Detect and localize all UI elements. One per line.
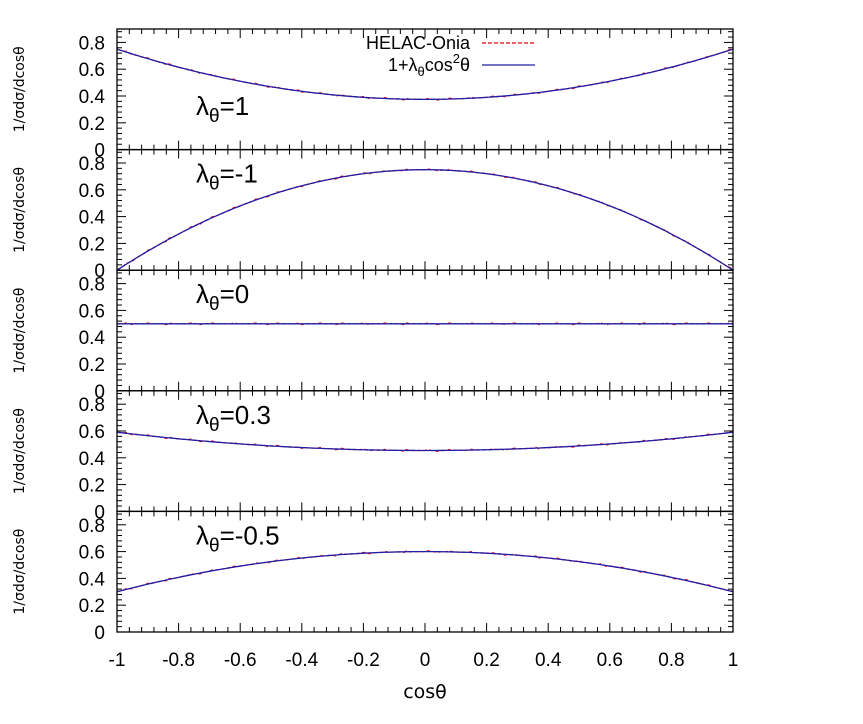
y-tick-label: 0.2 [79, 596, 105, 617]
panel-label: λθ=-1 [196, 159, 258, 195]
x-tick-label: -0.2 [347, 650, 380, 671]
panel-3: 0 0.2 0.4 0.6 0.8 1/σdσ/dcosθ λθ=0.3 [12, 390, 734, 523]
x-tick-label: 0.6 [597, 650, 623, 671]
y-tick-label: 0.4 [79, 87, 106, 108]
y-tick-label: 0.6 [79, 60, 105, 81]
y-tick-label: 0.4 [79, 208, 106, 229]
panel-frame [116, 148, 734, 271]
x-tick-label: -0.4 [285, 650, 318, 671]
y-tick-label: 0 [94, 141, 105, 162]
y-tick-label: 0.6 [79, 301, 105, 322]
theory-series [116, 550, 734, 593]
x-tick-label: 0.2 [473, 650, 499, 671]
y-tick-label: 0.6 [79, 181, 105, 202]
y-axis-label: 1/σdσ/dcosθ [12, 288, 28, 374]
y-tick-label: 0.4 [79, 449, 106, 470]
y-axis-label: 1/σdσ/dcosθ [12, 46, 28, 132]
y-tick-label: 0.8 [79, 154, 105, 175]
x-tick-label: -1 [109, 650, 126, 671]
y-tick-label: 0.8 [79, 395, 105, 416]
panel-0: 0 0.2 0.4 0.6 0.8 1/σdσ/dcosθ λθ=1 [12, 28, 734, 162]
legend-label-helac: HELAC-Onia [366, 33, 471, 53]
y-tick-label: 0.8 [79, 275, 105, 296]
theory-series [116, 431, 734, 452]
y-tick-label: 0.6 [79, 422, 105, 443]
panel-1: 0 0.2 0.4 0.6 0.8 1/σdσ/dcosθ λθ=-1 [12, 148, 734, 282]
y-tick-label: 0.4 [79, 569, 106, 590]
panel-label: λθ=-0.5 [196, 520, 280, 556]
y-axis-label: 1/σdσ/dcosθ [12, 167, 28, 253]
theory-series [116, 48, 734, 101]
y-tick-label: 0.8 [79, 33, 105, 54]
panel-4: 0 0.2 0.4 0.6 0.8 1/σdσ/dcosθ λθ=-0.5 [12, 510, 734, 644]
panel-label: λθ=0.3 [196, 400, 271, 436]
x-tick-label: 0.8 [658, 650, 684, 671]
panels: 0 0.2 0.4 0.6 0.8 1/σdσ/dcosθ λθ=1 0 0.2 0.4 0.6 0.… [12, 28, 734, 644]
y-tick-label: 0.8 [79, 516, 105, 537]
x-tick-label: 0 [420, 650, 431, 671]
y-tick-label: 0.6 [79, 543, 105, 564]
y-tick-label: 0.2 [79, 234, 105, 255]
theory-series [116, 169, 734, 271]
x-tick-label: -0.8 [162, 650, 195, 671]
y-axis-label: 1/σdσ/dcosθ [12, 408, 28, 494]
x-tick-label: 0.4 [535, 650, 562, 671]
x-axis: -1 -0.8 -0.6 -0.4 -0.2 0 0.2 0.4 0.6 0.8 1 cosθ [109, 650, 739, 703]
x-axis-label: cosθ [403, 681, 447, 703]
y-tick-label: 0.4 [79, 328, 106, 349]
y-tick-label: 0.2 [79, 114, 105, 135]
y-tick-label: 0 [94, 382, 105, 403]
y-tick-label: 0 [94, 502, 105, 523]
panel-label: λθ=0 [196, 279, 249, 315]
panel-2: 0 0.2 0.4 0.6 0.8 1/σdσ/dcosθ λθ=0 [12, 269, 734, 403]
panel-label: λθ=1 [196, 91, 249, 127]
y-tick-label: 0.2 [79, 355, 105, 376]
y-tick-label: 0 [94, 261, 105, 282]
x-tick-label: -0.6 [224, 650, 257, 671]
x-tick-label: 1 [728, 650, 739, 671]
y-tick-label: 0 [94, 623, 105, 644]
legend-label-theory: 1+λθcos2θ [388, 51, 470, 79]
y-axis-label: 1/σdσ/dcosθ [12, 529, 28, 615]
panel-frame [116, 269, 734, 392]
y-tick-label: 0.2 [79, 476, 105, 497]
